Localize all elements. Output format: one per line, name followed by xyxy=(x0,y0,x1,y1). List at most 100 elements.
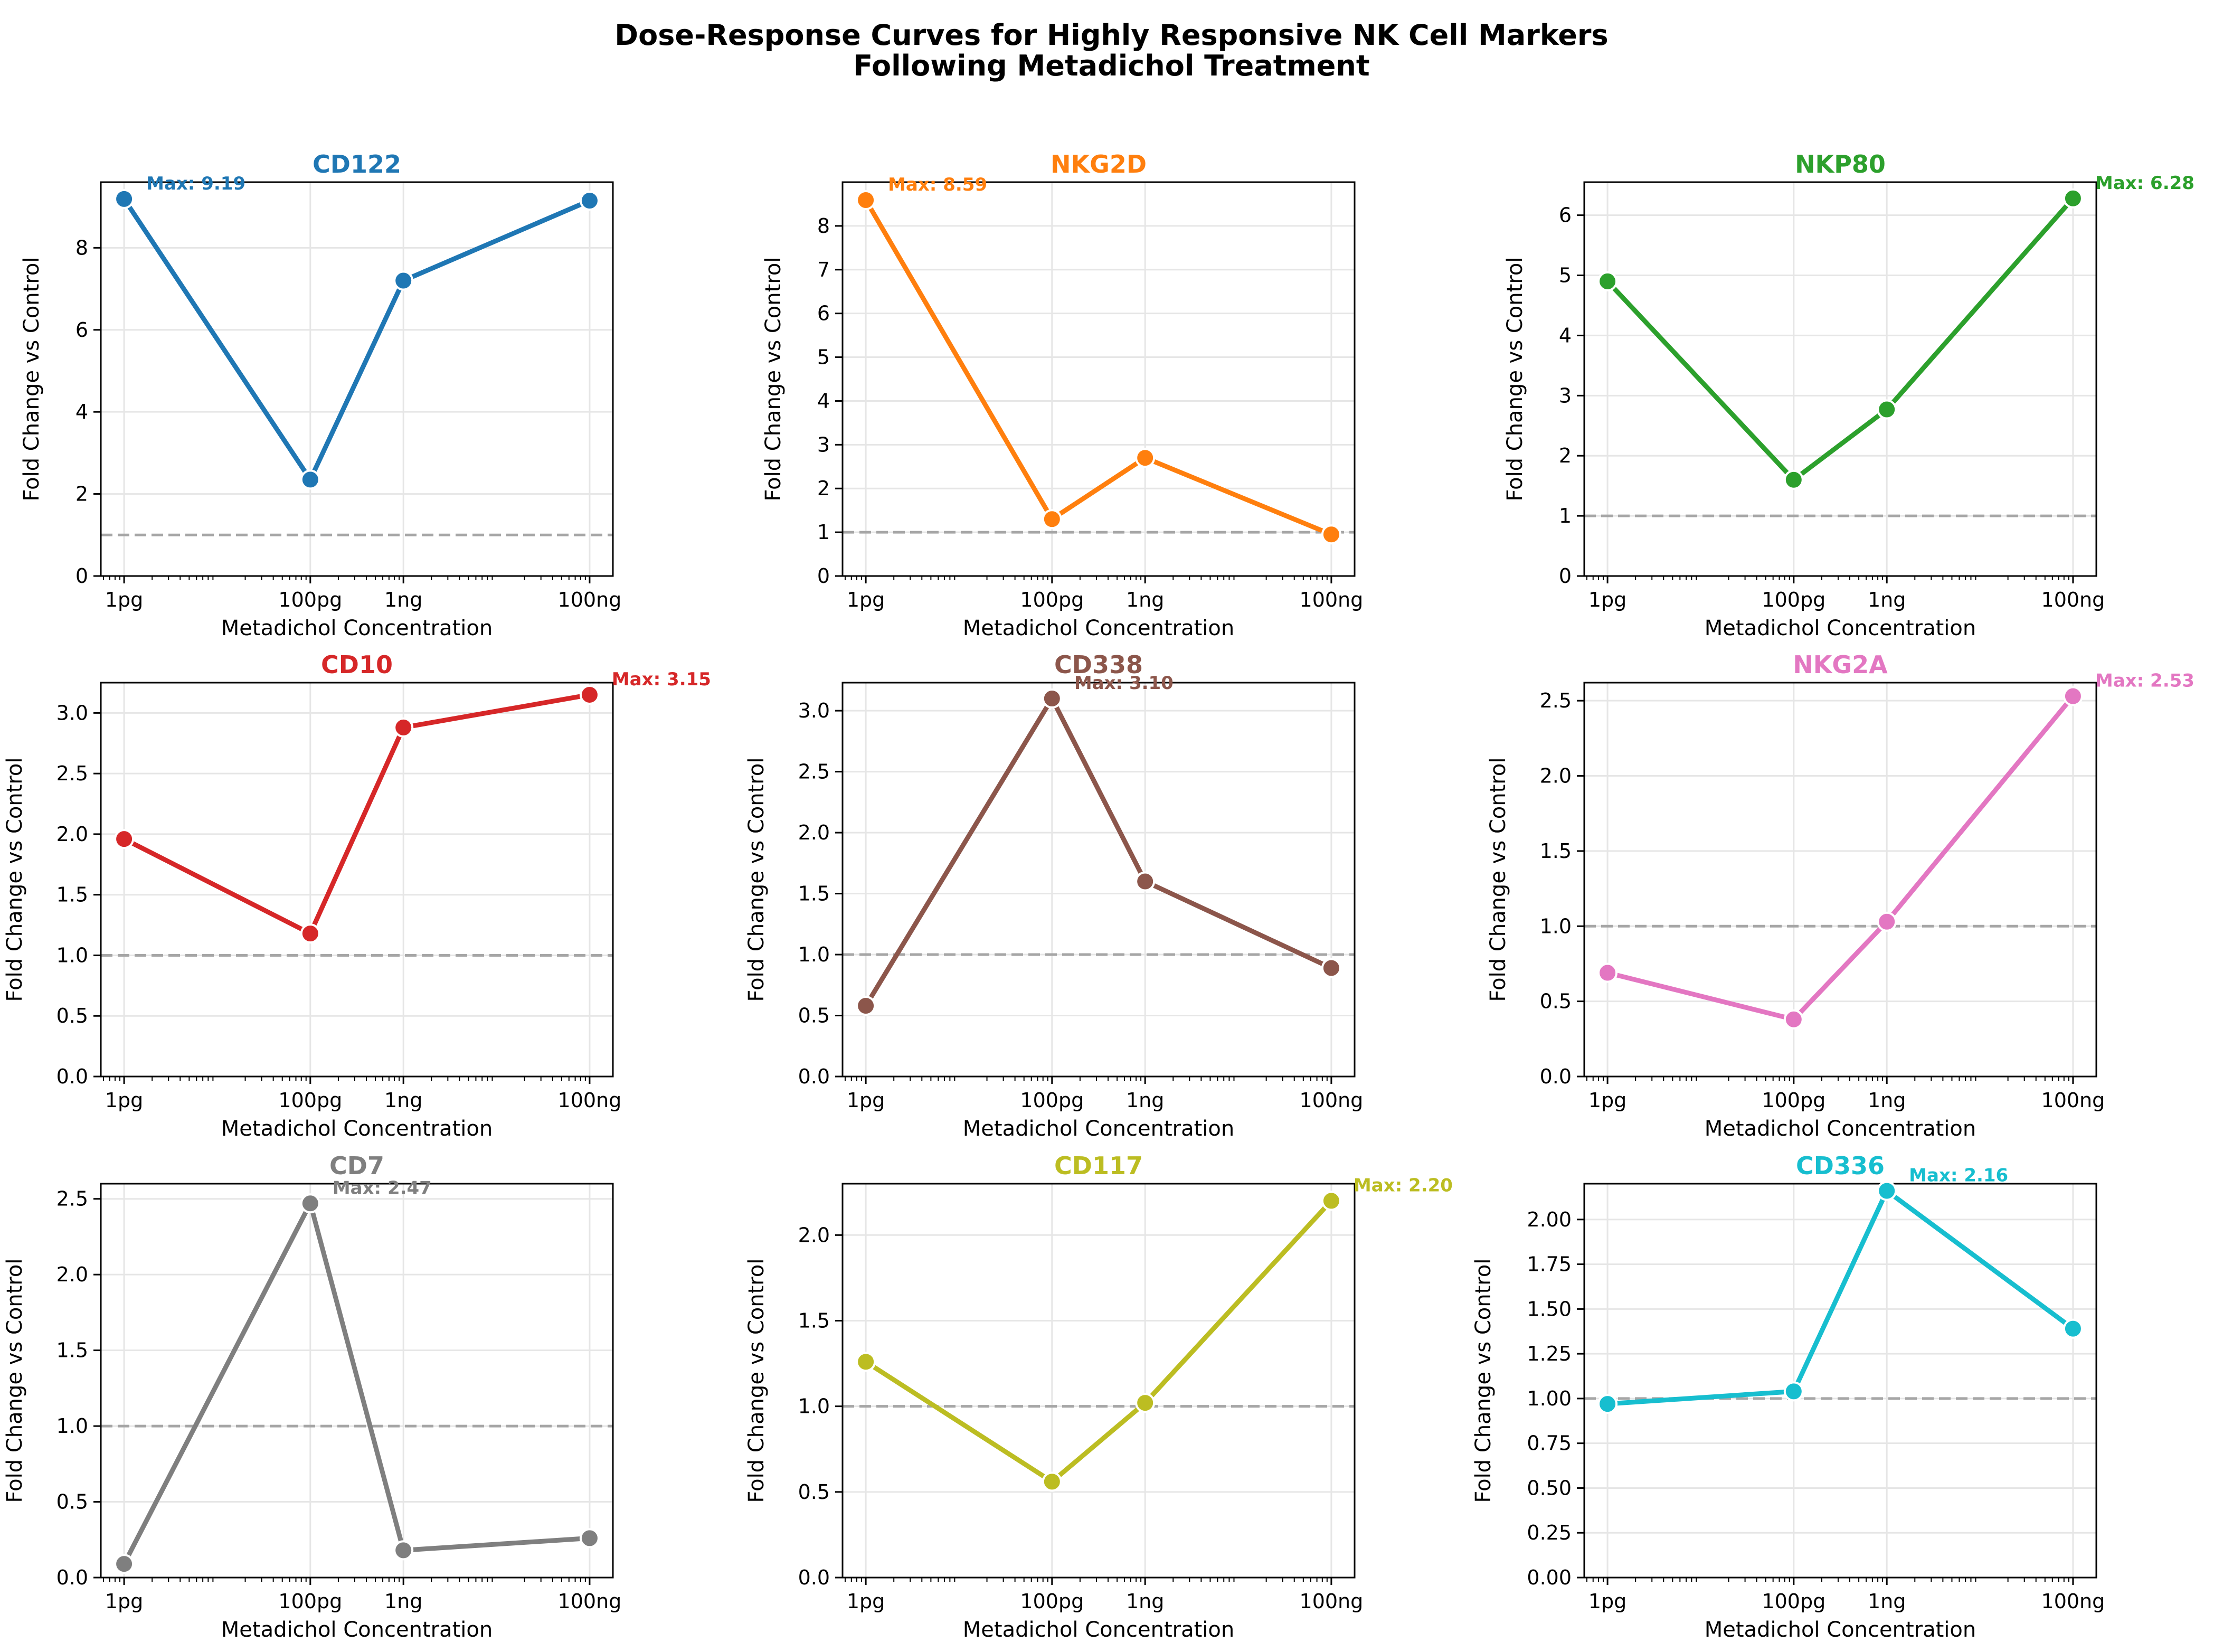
panel-cd336-data-point xyxy=(1877,1181,1897,1201)
panel-cd122-ytick-label: 8 xyxy=(75,236,88,259)
panel-cd122-max-annotation: Max: 9.19 xyxy=(146,173,245,194)
panel-nkg2a-ytick-label: 0.5 xyxy=(1540,990,1572,1013)
panel-nkp80-xtick-label: 100ng xyxy=(2041,588,2105,611)
panel-cd338-ytick-label: 3.0 xyxy=(798,699,830,722)
panel-cd336-data-point xyxy=(1783,1381,1804,1402)
panel-nkg2d-data-point xyxy=(856,190,876,210)
panel-cd338-ylabel: Fold Change vs Control xyxy=(744,758,769,1002)
panel-nkg2a-series-line xyxy=(1606,694,2075,1022)
panel-cd10-axes-frame xyxy=(100,682,614,1078)
panel-nkg2a-max-annotation: Max: 2.53 xyxy=(2095,671,2194,692)
panel-cd336-ytick-label: 2.00 xyxy=(1527,1208,1572,1231)
panel-nkg2d-ytick-label: 2 xyxy=(817,477,830,500)
panel-nkg2a-data-point xyxy=(1783,1009,1804,1030)
panel-cd336-max-annotation: Max: 2.16 xyxy=(1909,1165,2008,1186)
panel-nkg2a-xlabel: Metadichol Concentration xyxy=(1705,1117,1976,1141)
panel-cd7-data-point xyxy=(579,1528,600,1549)
panel-cd338-xtick-label: 100pg xyxy=(1020,1089,1084,1112)
panel-nkg2a-data-point xyxy=(1877,911,1897,932)
panel-cd122-data-point xyxy=(114,188,135,209)
panel-cd336-xtick-label: 100pg xyxy=(1762,1590,1825,1613)
panel-cd122-ytick-label: 2 xyxy=(75,483,88,506)
panel-cd336-axes-frame xyxy=(1583,1183,2097,1579)
panel-cd336-xtick-label: 1pg xyxy=(1588,1590,1626,1613)
panel-cd122-title: CD122 xyxy=(313,150,401,178)
panel-cd10-max-annotation: Max: 3.15 xyxy=(612,669,711,690)
panel-nkp80-max-annotation: Max: 6.28 xyxy=(2095,173,2194,194)
panel-nkg2d-max-annotation: Max: 8.59 xyxy=(888,174,987,195)
panel-cd117-data-point xyxy=(1042,1471,1062,1492)
panel-cd122-ytick-label: 0 xyxy=(75,564,88,588)
panel-cd7-ylabel: Fold Change vs Control xyxy=(3,1259,27,1503)
panel-cd10-ytick-label: 3.0 xyxy=(56,701,88,724)
figure-title-line-1: Dose-Response Curves for Highly Responsi… xyxy=(614,18,1609,52)
panel-cd338-xtick-label: 1ng xyxy=(1126,1089,1164,1112)
panel-nkg2d-data-point xyxy=(1042,509,1062,530)
panel-cd336-data-point xyxy=(2063,1318,2083,1339)
panel-nkp80-data-point xyxy=(1877,399,1897,420)
panel-cd336-ytick-label: 1.50 xyxy=(1527,1297,1572,1320)
panel-cd117-xlabel: Metadichol Concentration xyxy=(963,1618,1234,1642)
panel-cd117-ytick-label: 1.5 xyxy=(798,1309,830,1332)
panel-cd336-ytick-label: 0.75 xyxy=(1527,1432,1572,1455)
panel-nkp80-title: NKP80 xyxy=(1795,150,1886,178)
panel-cd117-ytick-label: 0.0 xyxy=(798,1566,830,1589)
panel-cd10-ytick-label: 1.0 xyxy=(56,943,88,967)
panel-cd338-xtick-label: 1pg xyxy=(847,1089,885,1112)
panel-cd336-xlabel: Metadichol Concentration xyxy=(1705,1618,1976,1642)
panel-cd122-ylabel: Fold Change vs Control xyxy=(20,257,44,502)
panel-cd7-ytick-label: 1.0 xyxy=(56,1414,88,1438)
figure-title-line-2: Following Metadichol Treatment xyxy=(853,49,1370,82)
panel-cd336-ytick-label: 1.75 xyxy=(1527,1253,1572,1276)
panel-cd7-ytick-label: 0.0 xyxy=(56,1566,88,1589)
panel-cd338-data-point xyxy=(1135,871,1156,892)
panel-nkp80-axes-frame xyxy=(1583,181,2097,577)
panel-cd122-data-point xyxy=(393,270,414,291)
panel-cd117-data-point xyxy=(1321,1191,1341,1211)
panel-nkg2d-xtick-label: 100ng xyxy=(1300,588,1364,611)
panel-nkp80-ytick-label: 3 xyxy=(1559,384,1572,407)
panel-cd7-data-point xyxy=(300,1193,320,1214)
panel-cd336-data-point xyxy=(1597,1394,1618,1414)
panel-nkg2d-ytick-label: 6 xyxy=(817,302,830,325)
panel-nkg2d-axes-frame xyxy=(841,181,1356,577)
panel-cd10-xtick-label: 100ng xyxy=(558,1089,622,1112)
panel-nkg2a-xtick-label: 100pg xyxy=(1762,1089,1825,1112)
panel-cd10-ytick-label: 0.5 xyxy=(56,1004,88,1027)
panel-cd336-xtick-label: 100ng xyxy=(2041,1590,2105,1613)
panel-nkg2a-ylabel: Fold Change vs Control xyxy=(1486,758,1510,1002)
panel-cd10-data-point xyxy=(300,923,320,944)
panel-cd117-title: CD117 xyxy=(1054,1151,1143,1180)
panel-nkp80-xlabel: Metadichol Concentration xyxy=(1705,616,1976,640)
panel-cd338-xlabel: Metadichol Concentration xyxy=(963,1117,1234,1141)
panel-nkg2d-xtick-label: 1ng xyxy=(1126,588,1164,611)
panel-cd117-xtick-label: 100ng xyxy=(1300,1590,1364,1613)
figure-title: Dose-Response Curves for Highly Responsi… xyxy=(0,20,2223,81)
panel-nkp80-ytick-label: 6 xyxy=(1559,204,1572,227)
panel-nkg2d-ytick-label: 0 xyxy=(817,564,830,588)
panel-nkg2d-xtick-label: 1pg xyxy=(847,588,885,611)
panel-nkg2a-ytick-label: 0.0 xyxy=(1540,1065,1572,1088)
panel-cd117-ytick-label: 2.0 xyxy=(798,1223,830,1247)
panel-nkp80-data-point xyxy=(1783,469,1804,490)
panel-cd338-ytick-label: 0.5 xyxy=(798,1004,830,1027)
panel-nkg2d-ytick-label: 3 xyxy=(817,433,830,456)
panel-nkg2a-ytick-label: 2.0 xyxy=(1540,764,1572,788)
panel-nkg2a-ytick-label: 2.5 xyxy=(1540,689,1572,712)
panel-cd338-axes-frame xyxy=(841,682,1356,1078)
panel-cd7-ytick-label: 2.5 xyxy=(56,1187,88,1211)
panel-cd336-xtick-label: 1ng xyxy=(1868,1590,1906,1613)
panel-cd7-max-annotation: Max: 2.47 xyxy=(333,1177,432,1198)
panel-cd338-max-annotation: Max: 3.10 xyxy=(1074,673,1174,694)
panel-cd122-xtick-label: 100pg xyxy=(278,588,342,611)
panel-cd338-title: CD338 xyxy=(1054,650,1143,679)
panel-cd7-axes-frame xyxy=(100,1183,614,1579)
panel-nkp80-data-point xyxy=(2063,188,2083,209)
panel-cd7-ytick-label: 2.0 xyxy=(56,1263,88,1286)
panel-nkg2d-data-point xyxy=(1321,524,1341,545)
panel-cd7-data-point xyxy=(114,1554,135,1574)
panel-nkp80-ytick-label: 0 xyxy=(1559,564,1572,588)
panel-nkp80-xtick-label: 1pg xyxy=(1588,588,1626,611)
panel-nkg2d-xlabel: Metadichol Concentration xyxy=(963,616,1234,640)
panel-cd117-series-line xyxy=(864,1199,1333,1484)
